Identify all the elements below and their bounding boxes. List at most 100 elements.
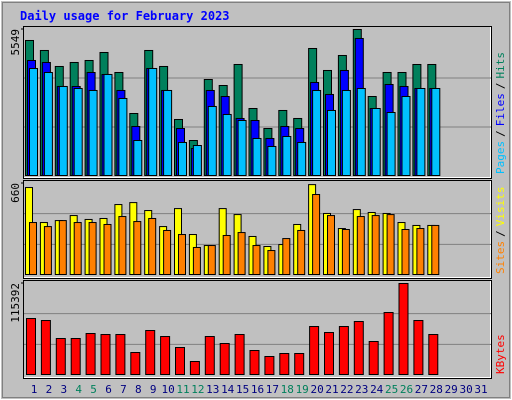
x-tick-label: 6 <box>105 383 112 396</box>
bar <box>58 85 68 176</box>
bar <box>178 141 187 177</box>
bar <box>192 246 201 275</box>
x-tick-label: 16 <box>251 383 264 396</box>
x-tick-label: 31 <box>474 383 487 396</box>
bar <box>371 215 380 275</box>
bar <box>130 352 141 376</box>
x-tick-label: 26 <box>400 383 413 396</box>
bar <box>401 95 411 176</box>
x-tick-label: 24 <box>370 383 384 396</box>
legend-entry: Sites <box>494 241 507 274</box>
bar <box>163 229 172 275</box>
bar <box>29 67 38 176</box>
bar <box>356 87 366 176</box>
bar <box>222 234 231 276</box>
bar <box>368 341 379 376</box>
x-tick-label: 13 <box>206 383 219 396</box>
bar <box>73 222 82 275</box>
bar <box>327 215 335 275</box>
x-tick-label: 27 <box>415 383 428 396</box>
bar <box>43 226 52 275</box>
x-tick-label: 17 <box>266 383 279 396</box>
legend-entry: Visits <box>494 187 507 227</box>
bar <box>371 107 381 176</box>
bar <box>413 320 424 376</box>
bar <box>192 145 202 176</box>
bar <box>249 350 260 375</box>
bar <box>145 330 156 376</box>
bar <box>431 224 440 276</box>
bar <box>85 333 96 375</box>
x-tick-label: 20 <box>310 383 323 396</box>
legend: Sites / Visits <box>494 187 507 275</box>
bar <box>327 109 336 176</box>
bar <box>237 119 247 176</box>
y-tick-label: 115392 <box>9 283 22 323</box>
x-tick-label: 9 <box>150 383 157 396</box>
bar <box>252 245 261 275</box>
bar <box>115 334 126 375</box>
bar <box>416 87 426 176</box>
legend-entry: Files <box>494 93 507 126</box>
legend-entry: Hits <box>494 52 507 79</box>
x-tick-label: 4 <box>75 383 82 396</box>
x-tick-label: 29 <box>445 383 458 396</box>
legend: KBytes <box>494 334 507 374</box>
bar <box>398 283 409 375</box>
bar <box>43 71 53 176</box>
bar <box>133 139 143 177</box>
bar <box>324 332 334 375</box>
bar <box>338 326 349 375</box>
bar <box>294 353 305 376</box>
legend-entry: KBytes <box>494 334 507 374</box>
bar <box>428 334 439 375</box>
bar <box>309 326 320 375</box>
bar <box>267 145 277 176</box>
x-tick-label: 2 <box>46 383 53 396</box>
x-tick-label: 25 <box>385 383 398 396</box>
y-tick-label: 660 <box>9 183 22 203</box>
x-tick-label: 3 <box>60 383 67 396</box>
bar <box>297 141 307 177</box>
chart-title: Daily usage for February 2023 <box>20 9 230 23</box>
bar <box>178 234 186 276</box>
legend-separator: / <box>494 130 507 137</box>
bar <box>383 312 394 375</box>
bar <box>219 343 230 375</box>
bar <box>279 353 290 376</box>
x-tick-label: 10 <box>161 383 174 396</box>
x-tick-label: 30 <box>459 383 472 396</box>
bar <box>297 229 306 275</box>
bar <box>103 73 113 176</box>
legend-separator: / <box>494 83 507 90</box>
bar <box>58 220 67 275</box>
bar <box>133 221 142 276</box>
x-tick-label: 5 <box>90 383 97 396</box>
bar <box>148 217 157 276</box>
x-tick-label: 22 <box>340 383 353 396</box>
bar <box>386 214 395 276</box>
bar <box>252 137 262 177</box>
x-tick-label: 21 <box>325 383 338 396</box>
bar <box>386 111 396 176</box>
x-tick-label: 28 <box>430 383 443 396</box>
bar <box>118 216 127 275</box>
x-tick-label: 7 <box>120 383 127 396</box>
bar <box>189 361 200 375</box>
x-tick-label: 11 <box>176 383 189 396</box>
bar <box>207 245 216 275</box>
bar <box>207 105 217 176</box>
bar <box>264 356 275 375</box>
x-tick-label: 23 <box>355 383 368 396</box>
bar <box>55 338 66 375</box>
y-tick-label: 5549 <box>9 29 22 56</box>
bar <box>237 232 246 275</box>
bar <box>234 334 245 375</box>
bar <box>103 223 112 275</box>
bar <box>88 222 97 275</box>
bar <box>282 238 291 275</box>
bar <box>100 334 111 375</box>
